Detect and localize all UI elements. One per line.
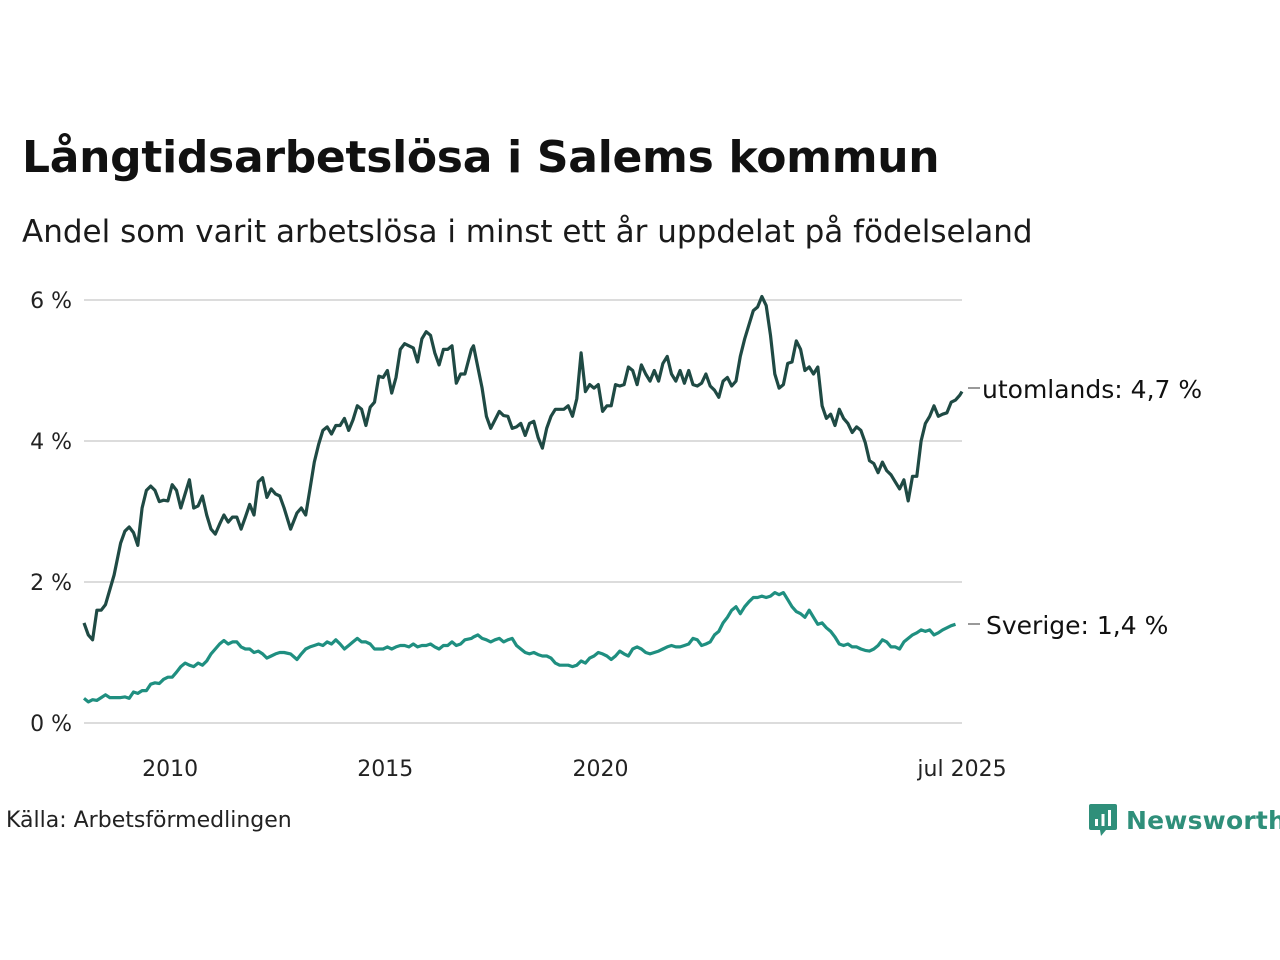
brand-name: Newsworthy (1126, 805, 1280, 835)
end-labels: utomlands: 4,7 % Sverige: 1,4 % (968, 375, 1202, 640)
gridlines (84, 299, 962, 724)
series-line-utomlands (82, 294, 964, 642)
source-note: Källa: Arbetsförmedlingen (6, 808, 292, 833)
series-line-Sverige (82, 591, 956, 704)
end-label-Sverige: Sverige: 1,4 % (986, 611, 1168, 640)
chart-title: Långtidsarbetslösa i Salems kommun (22, 132, 940, 183)
end-label-utomlands: utomlands: 4,7 % (982, 375, 1202, 404)
x-tick-label: 2015 (357, 757, 413, 782)
y-tick-label: 6 % (30, 289, 72, 314)
chart-subtitle: Andel som varit arbetslösa i minst ett å… (22, 214, 1033, 250)
y-tick-label: 2 % (30, 571, 72, 596)
brand-logo: Newsworthy (1088, 802, 1280, 838)
series-lines (82, 294, 964, 704)
x-tick-label: 2010 (142, 757, 198, 782)
newsworthy-logo-icon (1089, 804, 1117, 836)
x-tick-label: 2020 (572, 757, 628, 782)
x-axis-ticks: 2010 2015 2020 jul 2025 (142, 757, 1006, 782)
y-tick-label: 0 % (30, 712, 72, 737)
x-tick-label: jul 2025 (916, 757, 1006, 782)
y-tick-label: 4 % (30, 430, 72, 455)
y-axis-ticks: 0 % 2 % 4 % 6 % (30, 289, 72, 737)
